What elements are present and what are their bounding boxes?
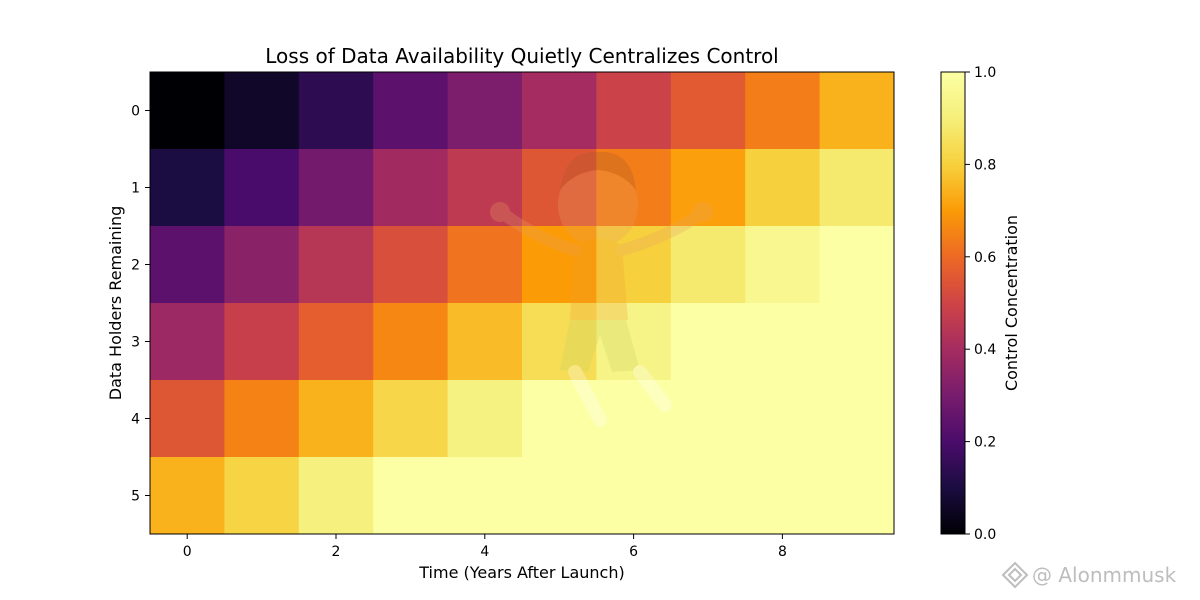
heatmap-cell [447, 457, 523, 535]
cartoon-character-icon [490, 151, 713, 427]
heatmap-cell [298, 303, 374, 381]
heatmap-cell [150, 72, 225, 150]
heatmap-cell [150, 303, 225, 381]
chart-title: Loss of Data Availability Quietly Centra… [265, 44, 778, 68]
heatmap-cell [150, 380, 225, 458]
heatmap-cell [447, 303, 523, 381]
colorbar-ticks: 0.0 0.2 0.4 0.6 0.8 1.0 [965, 65, 996, 543]
heatmap-cell [819, 380, 895, 458]
heatmap-cell [745, 226, 821, 304]
heatmap-cell [596, 226, 672, 304]
heatmap-cell [224, 380, 300, 458]
heatmap-cell [373, 303, 449, 381]
heatmap-cell [745, 72, 821, 150]
heatmap-cell [224, 226, 300, 304]
watermark: @ Alonmmusk [1001, 561, 1177, 589]
heatmap-cell [447, 72, 523, 150]
heatmap-cell [298, 380, 374, 458]
colorbar-label: Control Concentration [1002, 215, 1021, 391]
heatmap-cell [447, 380, 523, 458]
y-axis-label: Data Holders Remaining [106, 206, 125, 401]
heatmap-cell [224, 303, 300, 381]
heatmap-cells [150, 72, 895, 535]
heatmap-cell [596, 380, 672, 458]
heatmap-cell [298, 457, 374, 535]
heatmap-cell [373, 72, 449, 150]
y-tick-label: 2 [131, 258, 140, 274]
heatmap-cell [522, 380, 597, 458]
heatmap-cell [670, 72, 746, 150]
heatmap-cell [522, 303, 597, 381]
heatmap-cell [298, 149, 374, 227]
heatmap-cell [447, 226, 523, 304]
heatmap-cell [670, 226, 746, 304]
heatmap-cell [596, 303, 672, 381]
heatmap-cell [670, 380, 746, 458]
heatmap-cell [670, 303, 746, 381]
y-tick-label: 5 [131, 489, 140, 505]
heatmap-cell [373, 149, 449, 227]
y-tick-label: 0 [131, 104, 140, 120]
heatmap-cell [596, 457, 672, 535]
heatmap-cell [745, 380, 821, 458]
heatmap-cell [596, 72, 672, 150]
heatmap-cell [298, 72, 374, 150]
heatmap-cell [373, 380, 449, 458]
y-tick-label: 4 [131, 412, 140, 428]
heatmap-cell [745, 303, 821, 381]
colorbar-tick-label: 0.6 [974, 250, 996, 266]
colorbar-tick-label: 0.2 [974, 435, 996, 451]
heatmap-cell [819, 72, 895, 150]
heatmap-cell [224, 457, 300, 535]
heatmap-cell [819, 303, 895, 381]
heatmap-cell [224, 72, 300, 150]
x-tick-label: 6 [629, 544, 638, 560]
heatmap-cell [819, 149, 895, 227]
heatmap-cell [819, 457, 895, 535]
colorbar-tick-label: 0.8 [974, 157, 996, 173]
watermark-text: @ Alonmmusk [1032, 563, 1177, 587]
heatmap-cell [745, 149, 821, 227]
x-tick-label: 8 [778, 544, 787, 560]
x-tick-label: 4 [480, 544, 489, 560]
y-tick-label: 1 [131, 181, 140, 197]
heatmap-cell [522, 457, 597, 535]
y-axis-ticks: 0 1 2 3 4 5 [131, 104, 150, 505]
heatmap-cell [522, 72, 597, 150]
heatmap-cell [298, 226, 374, 304]
heatmap-cell [670, 457, 746, 535]
x-tick-label: 0 [183, 544, 192, 560]
heatmap-cell [522, 226, 597, 304]
x-tick-label: 2 [332, 544, 341, 560]
heatmap-cell [596, 149, 672, 227]
heatmap-cell [150, 457, 225, 535]
x-axis-label: Time (Years After Launch) [418, 563, 624, 582]
heatmap-cell [150, 149, 225, 227]
y-tick-label: 3 [131, 335, 140, 351]
colorbar-tick-label: 0.4 [974, 342, 996, 358]
heatmap-cell [373, 226, 449, 304]
heatmap-cell [670, 149, 746, 227]
colorbar [940, 71, 966, 535]
heatmap-cell [373, 457, 449, 535]
heatmap-cell [150, 226, 225, 304]
colorbar-tick-label: 1.0 [974, 65, 996, 81]
diamond-logo-icon [1001, 561, 1029, 589]
plot-frame [149, 71, 895, 535]
heatmap-cell [447, 149, 523, 227]
heatmap-cell [522, 149, 597, 227]
x-axis-ticks: 0 2 4 6 8 [183, 534, 787, 560]
heatmap-cell [819, 226, 895, 304]
colorbar-tick-label: 0.0 [974, 527, 996, 543]
heatmap-cell [224, 149, 300, 227]
heatmap-cell [745, 457, 821, 535]
